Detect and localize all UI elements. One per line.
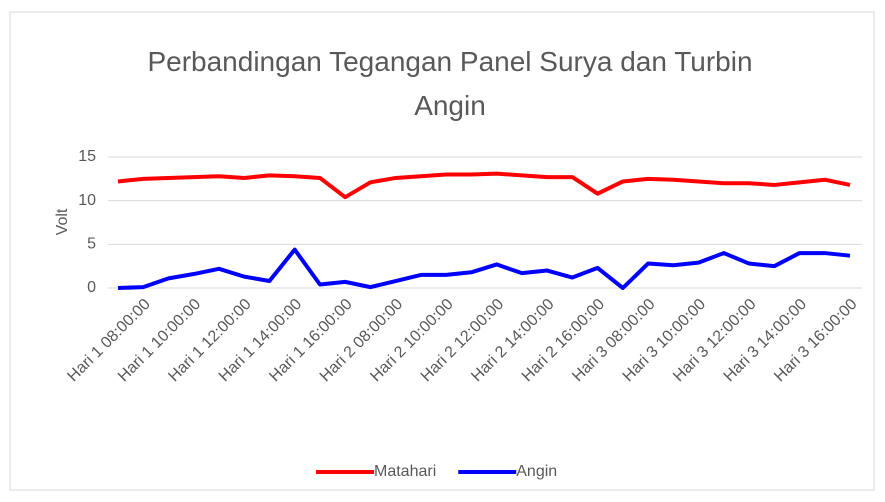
chart-border bbox=[9, 11, 875, 491]
x-tick-label: Hari 1 08:00:00 bbox=[64, 296, 153, 385]
y-tick-label: 0 bbox=[87, 279, 96, 296]
chart-title: Perbandingan Tegangan Panel Surya dan Tu… bbox=[147, 46, 753, 121]
data-line bbox=[117, 247, 851, 290]
legend-label: Matahari bbox=[374, 463, 436, 480]
data-line bbox=[117, 171, 851, 200]
y-tick-label: 10 bbox=[78, 192, 96, 209]
y-tick-label: 5 bbox=[87, 236, 96, 253]
legend-label: Angin bbox=[516, 463, 557, 480]
y-tick-label: 15 bbox=[78, 148, 96, 165]
y-axis-label: Volt bbox=[54, 208, 71, 235]
